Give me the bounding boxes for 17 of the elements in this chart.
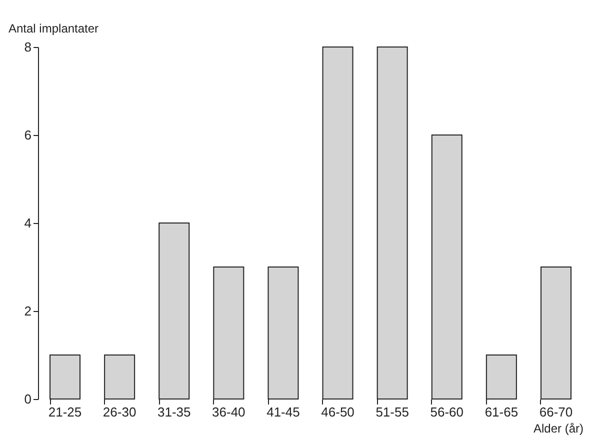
x-tick-label: 21-25: [48, 404, 82, 420]
y-tick-label: 2: [24, 304, 32, 318]
x-axis-title: Alder (år): [533, 422, 584, 436]
x-tick-label: 36-40: [212, 404, 246, 420]
y-tick-label: 8: [24, 40, 32, 54]
x-tick-label: 26-30: [102, 404, 136, 420]
x-tick-label: 51-55: [376, 404, 409, 420]
y-tick-label: 6: [24, 128, 32, 142]
x-tick-label: 46-50: [321, 404, 354, 420]
y-axis-title: Antal implantater: [8, 22, 99, 36]
x-tick-label: 56-60: [430, 404, 464, 420]
x-tick-label: 31-35: [157, 404, 191, 420]
x-tick-label: 41-45: [266, 404, 300, 420]
y-tick-label: 4: [24, 216, 32, 230]
x-tick-label: 66-70: [539, 404, 573, 420]
y-tick-label: 0: [24, 392, 32, 406]
x-tick-label: 61-65: [484, 404, 518, 420]
